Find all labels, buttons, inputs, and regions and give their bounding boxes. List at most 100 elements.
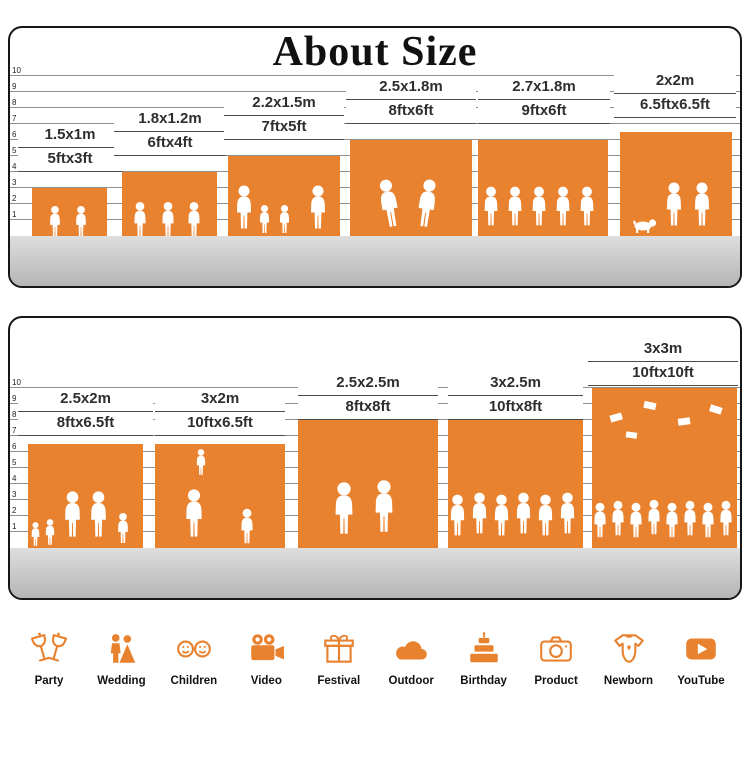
size-label: 2.5x1.8m 8ftx6ft [346,76,476,124]
axis-tick: 5 [12,458,17,467]
size-meters: 3x3m [588,338,738,362]
backdrop-bar-9x6ft [478,140,608,236]
size-meters: 2.5x2m [18,388,153,412]
backdrop-bar-10x8ft [448,420,583,548]
category-label: Wedding [97,675,146,687]
backdrop-bar-8x6-5ft [28,444,143,548]
size-label: 3x3m 10ftx10ft [588,338,738,386]
size-label: 1.5x1m 5ftx3ft [18,124,122,172]
axis-tick: 3 [12,490,17,499]
gridline: 6 [10,130,740,140]
axis-tick: 4 [12,474,17,483]
axis-tick: 8 [12,410,17,419]
size-feet: 10ftx6.5ft [155,412,285,436]
size-meters: 1.5x1m [18,124,122,148]
size-meters: 3x2m [155,388,285,412]
category-label: Outdoor [388,675,434,687]
size-label: 2.2x1.5m 7ftx5ft [224,92,344,140]
axis-tick: 6 [12,130,17,139]
backdrop-bar-10x10ft [592,388,737,548]
floor [10,548,740,598]
size-feet: 6ftx4ft [114,132,226,156]
size-meters: 2.7x1.8m [478,76,610,100]
size-chart-panel-small: About Size 10 9 8 7 6 5 4 3 2 1 [8,26,742,288]
backdrop-bar-10x6-5ft [155,444,285,548]
axis-tick: 6 [12,442,17,451]
axis-tick: 5 [12,146,17,155]
axis-tick: 1 [12,210,17,219]
category-newborn: Newborn [596,632,662,687]
category-label: Newborn [603,675,654,687]
category-wedding: Wedding [88,632,154,687]
axis-tick: 10 [12,378,21,387]
category-label: Festival [317,675,361,687]
outdoor-icon [392,632,430,666]
category-youtube: YouTube [668,632,734,687]
size-feet: 9ftx6ft [478,100,610,124]
people-silhouette [186,449,253,544]
axis-tick: 1 [12,522,17,531]
axis-tick: 10 [12,66,21,75]
size-feet: 8ftx6.5ft [18,412,153,436]
children-icon [175,632,213,666]
category-product: Product [523,632,589,687]
people-silhouette [450,492,575,536]
size-label: 3x2m 10ftx6.5ft [155,388,285,436]
festival-icon [320,632,358,666]
category-video: Video [233,632,299,687]
axis-tick: 4 [12,162,17,171]
gridline: 10 [10,66,740,76]
backdrop-bar-6x4ft [122,172,217,236]
people-silhouette [31,491,128,546]
axis-tick: 2 [12,506,17,515]
size-label: 2.5x2m 8ftx6.5ft [18,388,153,436]
people-silhouette [377,178,438,228]
size-feet: 5ftx3ft [18,148,122,172]
size-label: 3x2.5m 10ftx8ft [448,372,583,420]
size-label: 2.5x2.5m 8ftx8ft [298,372,438,420]
size-meters: 2x2m [614,70,736,94]
size-meters: 2.2x1.5m [224,92,344,116]
people-silhouette [50,206,86,236]
size-label: 2x2m 6.5ftx6.5ft [614,70,736,118]
people-silhouette [237,185,325,233]
wedding-icon [102,632,140,666]
size-feet: 10ftx8ft [448,396,583,420]
party-icon [30,632,68,666]
size-feet: 7ftx5ft [224,116,344,140]
category-children: Children [161,632,227,687]
category-label: Children [170,675,218,687]
category-label: YouTube [677,675,725,687]
category-birthday: Birthday [451,632,517,687]
backdrop-bar-8x8ft [298,420,438,548]
axis-tick: 2 [12,194,17,203]
people-silhouette [335,480,393,534]
category-party: Party [16,632,82,687]
floor [10,236,740,286]
backdrop-bar-8x6ft [350,140,472,236]
product-icon [537,632,575,666]
people-silhouette [134,202,200,236]
axis-tick: 8 [12,98,17,107]
backdrop-bar-7x5ft [228,156,340,236]
size-label: 1.8x1.2m 6ftx4ft [114,108,226,156]
category-label: Video [250,675,282,687]
category-label: Party [34,675,64,687]
people-silhouette [633,182,709,233]
birthday-icon [465,632,503,666]
youtube-icon [682,632,720,666]
size-meters: 1.8x1.2m [114,108,226,132]
size-feet: 10ftx10ft [588,362,738,386]
category-outdoor: Outdoor [378,632,444,687]
axis-tick: 9 [12,82,17,91]
size-meters: 2.5x2.5m [298,372,438,396]
backdrop-bar-5x3ft [32,188,107,236]
backdrop-bar-6-5x6-5ft [620,132,732,236]
page-title: About Size [272,29,478,75]
size-feet: 6.5ftx6.5ft [614,94,736,118]
axis-tick: 7 [12,114,17,123]
axis-tick: 9 [12,394,17,403]
video-icon [247,632,285,666]
size-feet: 8ftx6ft [346,100,476,124]
size-meters: 3x2.5m [448,372,583,396]
